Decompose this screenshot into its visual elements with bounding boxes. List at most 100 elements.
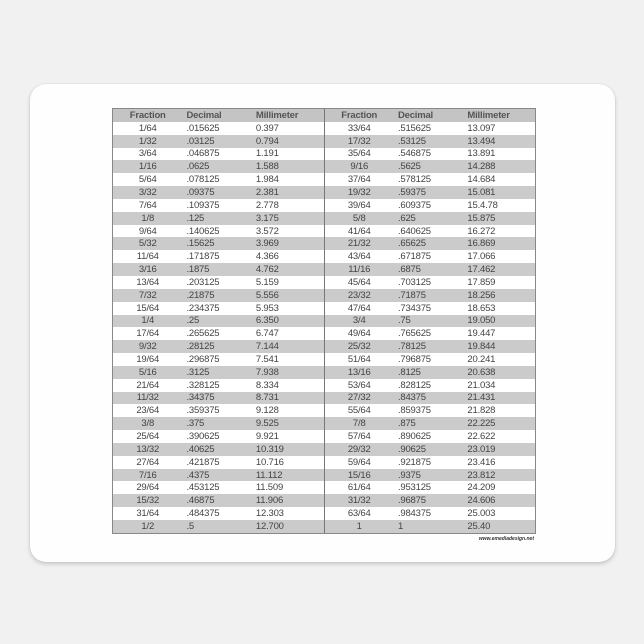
table-row: 25/64 .390625 9.921 [113,430,324,443]
decimal-cell: .4375 [186,469,210,481]
fraction-header: Fraction [341,109,378,121]
table-row: 1/4 .25 6.350 [113,314,324,328]
fraction-cell: 5/16 [138,366,157,378]
decimal-cell: .65625 [397,238,426,250]
fraction-cell: 13/64 [136,276,160,288]
fraction-cell: 45/64 [347,276,371,288]
millimeter-cell: 15.4.78 [467,199,498,211]
fraction-cell: 53/64 [347,379,371,391]
millimeter-cell: 10.716 [255,456,284,468]
table-row: 1/64 .015625 0.397 [113,122,324,135]
millimeter-cell: 11.112 [255,469,283,481]
credit-url: www.emediadesign.net [478,536,534,542]
millimeter-cell: 13.097 [467,122,496,134]
millimeter-cell: 23.812 [467,469,496,481]
decimal-cell: .03125 [186,135,215,147]
table-row: 39/64 .609375 15.4.78 [325,199,536,212]
millimeter-cell: 0.794 [255,135,279,147]
millimeter-cell: 13.891 [467,148,496,160]
table-row: 13/64 .203125 5.159 [113,276,324,289]
table-row: 63/64 .984375 25.003 [325,507,536,520]
table-row: 15/32 .46875 11.906 [113,494,324,508]
decimal-cell: .859375 [397,405,431,417]
fraction-cell: 13/32 [136,443,160,455]
fraction-cell: 43/64 [347,251,371,263]
table-row: 1/32 .03125 0.794 [113,134,324,148]
fraction-cell: 3/8 [141,418,155,430]
decimal-cell: .015625 [186,122,220,134]
millimeter-cell: 9.921 [255,431,279,443]
fraction-cell: 29/64 [136,482,160,494]
table-row: 23/64 .359375 9.128 [113,404,324,417]
fraction-cell: 21/64 [136,379,160,391]
table-row: 13/32 .40625 10.319 [113,442,324,456]
table-row: 27/64 .421875 10.716 [113,456,324,469]
millimeter-cell: 3.969 [255,238,279,250]
millimeter-cell: 17.066 [467,251,496,263]
fraction-cell: 1/32 [138,135,157,147]
fraction-cell: 31/32 [347,495,371,507]
decimal-cell: .53125 [397,135,426,147]
fraction-cell: 25/64 [136,431,160,443]
millimeter-cell: 15.081 [467,186,496,198]
millimeter-cell: 1.191 [255,148,279,160]
decimal-cell: .109375 [186,199,220,211]
decimal-cell: .90625 [397,443,426,455]
decimal-cell: .453125 [186,482,220,494]
millimeter-cell: 3.175 [255,212,279,224]
table-row: 9/64 .140625 3.572 [113,225,324,238]
fraction-cell: 7/64 [138,199,157,211]
table-row: 61/64 .953125 24.209 [325,481,536,494]
fraction-cell: 3/64 [138,148,157,160]
table-row: 3/16 .1875 4.762 [113,263,324,276]
millimeter-cell: 20.638 [467,366,496,378]
millimeter-cell: 1.588 [255,161,279,173]
table-row: 31/32 .96875 24.606 [324,494,535,508]
millimeter-cell: 10.319 [255,443,284,455]
table-row: 25/32 .78125 19.844 [324,340,535,354]
table-row: 11/32 .34375 8.731 [113,391,324,405]
table-row: 7/8 .875 22.225 [324,417,535,431]
decimal-cell: .09375 [186,186,215,198]
millimeter-cell: 6.747 [255,328,279,340]
fraction-header: Fraction [129,109,166,121]
fraction-cell: 1/16 [138,161,157,173]
fraction-cell: 37/64 [347,174,371,186]
fraction-cell: 13/16 [347,366,371,378]
fraction-cell: 1/64 [138,122,157,134]
fraction-cell: 17/64 [136,328,160,340]
millimeter-cell: 22.225 [467,418,496,430]
millimeter-cell: 17.859 [467,276,496,288]
decimal-cell: .3125 [186,366,210,378]
decimal-cell: .703125 [397,276,431,288]
millimeter-cell: 3.572 [255,225,279,237]
table-left-half: Fraction Decimal Millimeter 1/64 .015625 0.39… [113,109,325,533]
millimeter-cell: 24.209 [467,482,496,494]
decimal-cell: .796875 [397,353,431,365]
table-row: 7/32 .21875 5.556 [113,288,324,302]
fraction-cell: 7/16 [138,469,157,481]
decimal-cell: .359375 [186,405,220,417]
millimeter-cell: 15.875 [467,212,496,224]
millimeter-cell: 23.416 [467,456,496,468]
fraction-cell: 23/32 [347,289,371,301]
millimeter-cell: 5.556 [255,289,279,301]
fraction-cell: 55/64 [347,405,371,417]
decimal-cell: .140625 [186,225,220,237]
millimeter-cell: 14.684 [467,174,496,186]
decimal-cell: .921875 [397,456,431,468]
fraction-cell: 23/64 [136,405,160,417]
millimeter-cell: 18.256 [467,289,496,301]
decimal-cell: .125 [186,212,205,224]
millimeter-cell: 24.606 [467,495,496,507]
fraction-cell: 57/64 [347,431,371,443]
millimeter-cell: 21.828 [467,405,496,417]
decimal-cell: .28125 [186,341,215,353]
table-row: 7/16 .4375 11.112 [113,468,324,482]
decimal-cell: .515625 [397,122,431,134]
decimal-cell: .375 [186,418,205,430]
decimal-cell: .734375 [397,302,431,314]
millimeter-cell: 23.019 [467,443,496,455]
decimal-cell: 1 [397,520,404,532]
table-row: 5/64 .078125 1.984 [113,173,324,186]
